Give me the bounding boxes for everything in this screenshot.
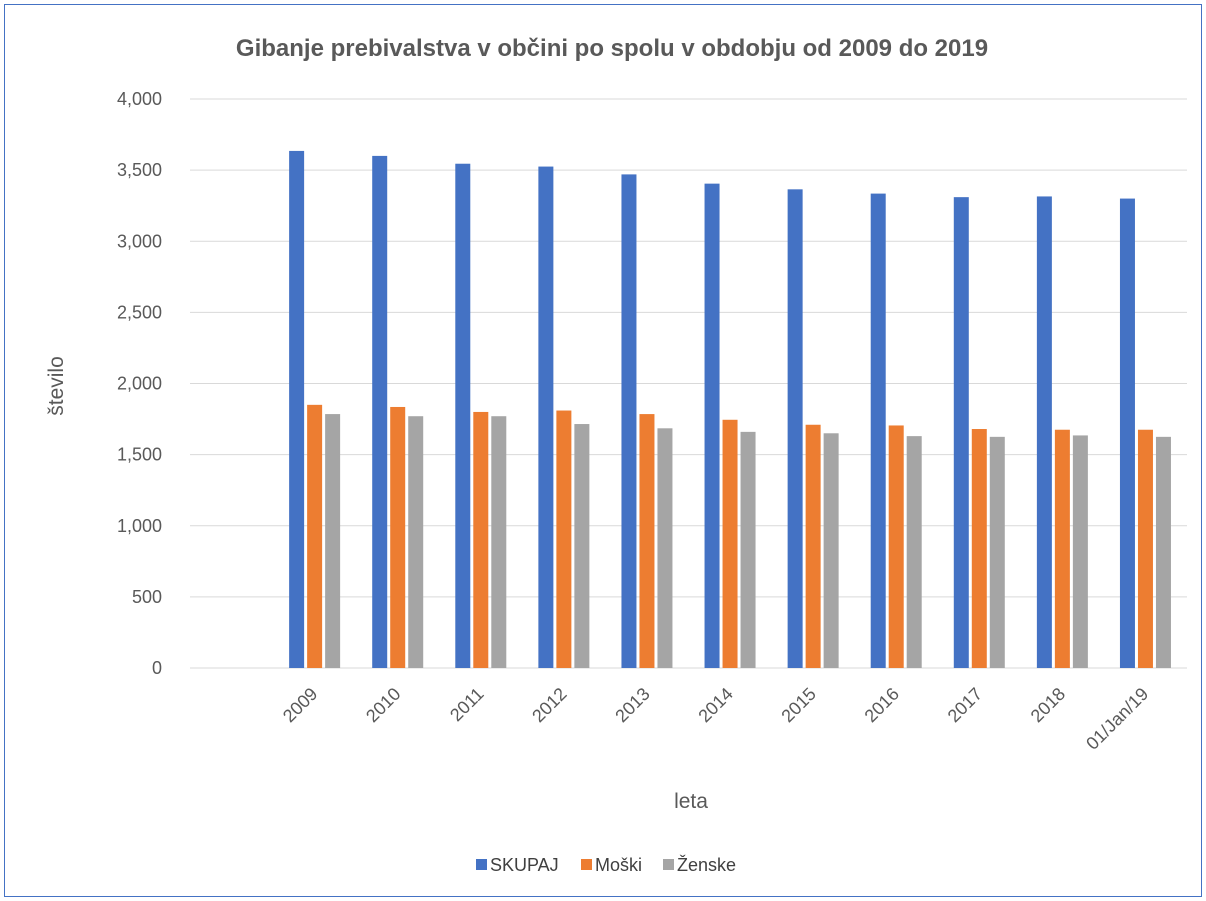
y-tick-label: 0 (152, 658, 162, 678)
bar-2-7 (906, 436, 922, 668)
bar-1-6 (805, 424, 821, 668)
legend-label: Ženske (677, 855, 736, 875)
bar-2-8 (989, 436, 1005, 668)
bar-0-3 (538, 166, 554, 668)
x-tick-label: 2015 (777, 684, 819, 726)
bar-2-3 (574, 424, 590, 668)
x-tick-label: 2013 (611, 684, 653, 726)
bar-2-1 (408, 416, 424, 668)
x-tick-label: 2011 (446, 684, 488, 726)
legend-swatch (581, 859, 592, 870)
bar-1-0 (307, 404, 323, 668)
x-tick-label: 2009 (279, 684, 321, 726)
x-tick-label: 2018 (1027, 684, 1069, 726)
x-tick-label: 2016 (861, 684, 903, 726)
bar-1-10 (1137, 429, 1153, 668)
bar-1-1 (390, 406, 406, 668)
bar-chart: Gibanje prebivalstva v občini po spolu v… (45, 35, 1187, 875)
y-tick-label: 3,000 (117, 231, 162, 251)
x-tick-label: 2012 (528, 684, 570, 726)
bar-2-4 (657, 428, 673, 668)
bar-0-4 (621, 174, 637, 668)
bar-1-5 (722, 419, 738, 668)
y-tick-label: 3,500 (117, 160, 162, 180)
bar-0-5 (704, 183, 720, 669)
bar-0-0 (289, 150, 305, 668)
y-tick-label: 1,000 (117, 516, 162, 536)
bars (289, 150, 1171, 669)
legend-swatch (663, 859, 674, 870)
x-tick-label: 01/Jan/19 (1082, 684, 1152, 754)
y-tick-label: 4,000 (117, 89, 162, 109)
legend: SKUPAJ Moški Ženske (476, 855, 736, 875)
x-axis-title: leta (674, 790, 708, 813)
bar-1-2 (473, 411, 489, 668)
bar-0-1 (372, 155, 388, 668)
bar-0-10 (1119, 198, 1135, 668)
bar-2-0 (325, 414, 341, 668)
bar-1-7 (888, 425, 904, 668)
chart-title: Gibanje prebivalstva v občini po spolu v… (236, 35, 988, 62)
bar-1-9 (1054, 429, 1070, 668)
y-axis-ticks: 0 500 1,000 1,500 2,000 2,500 3,000 3,500 4,000 (117, 89, 162, 678)
y-axis-title: število (45, 356, 68, 416)
x-tick-label: 2017 (944, 684, 986, 726)
bar-2-5 (740, 431, 756, 668)
bar-2-2 (491, 416, 507, 668)
bar-2-9 (1072, 435, 1088, 668)
legend-label: Moški (595, 855, 642, 875)
bar-0-7 (870, 193, 886, 668)
gridlines (190, 98, 1187, 669)
x-tick-label: 2014 (694, 684, 736, 726)
legend-swatch (476, 859, 487, 870)
bar-0-9 (1036, 196, 1052, 668)
y-tick-label: 500 (132, 587, 162, 607)
bar-0-2 (455, 163, 471, 668)
x-axis-ticks: 2009 2010 2011 2012 2013 2014 2015 2016 2017 2018… (279, 684, 1152, 754)
bar-0-6 (787, 189, 803, 669)
chart-frame: Gibanje prebivalstva v občini po spolu v… (4, 4, 1202, 897)
y-tick-label: 2,000 (117, 374, 162, 394)
y-tick-label: 2,500 (117, 302, 162, 322)
bar-1-8 (971, 429, 987, 668)
bar-2-6 (823, 433, 839, 668)
legend-label: SKUPAJ (490, 855, 559, 875)
y-tick-label: 1,500 (117, 445, 162, 465)
x-tick-label: 2010 (362, 684, 404, 726)
bar-1-4 (639, 414, 655, 668)
bar-1-3 (556, 410, 572, 668)
bar-0-8 (953, 197, 969, 668)
bar-2-10 (1155, 436, 1171, 668)
